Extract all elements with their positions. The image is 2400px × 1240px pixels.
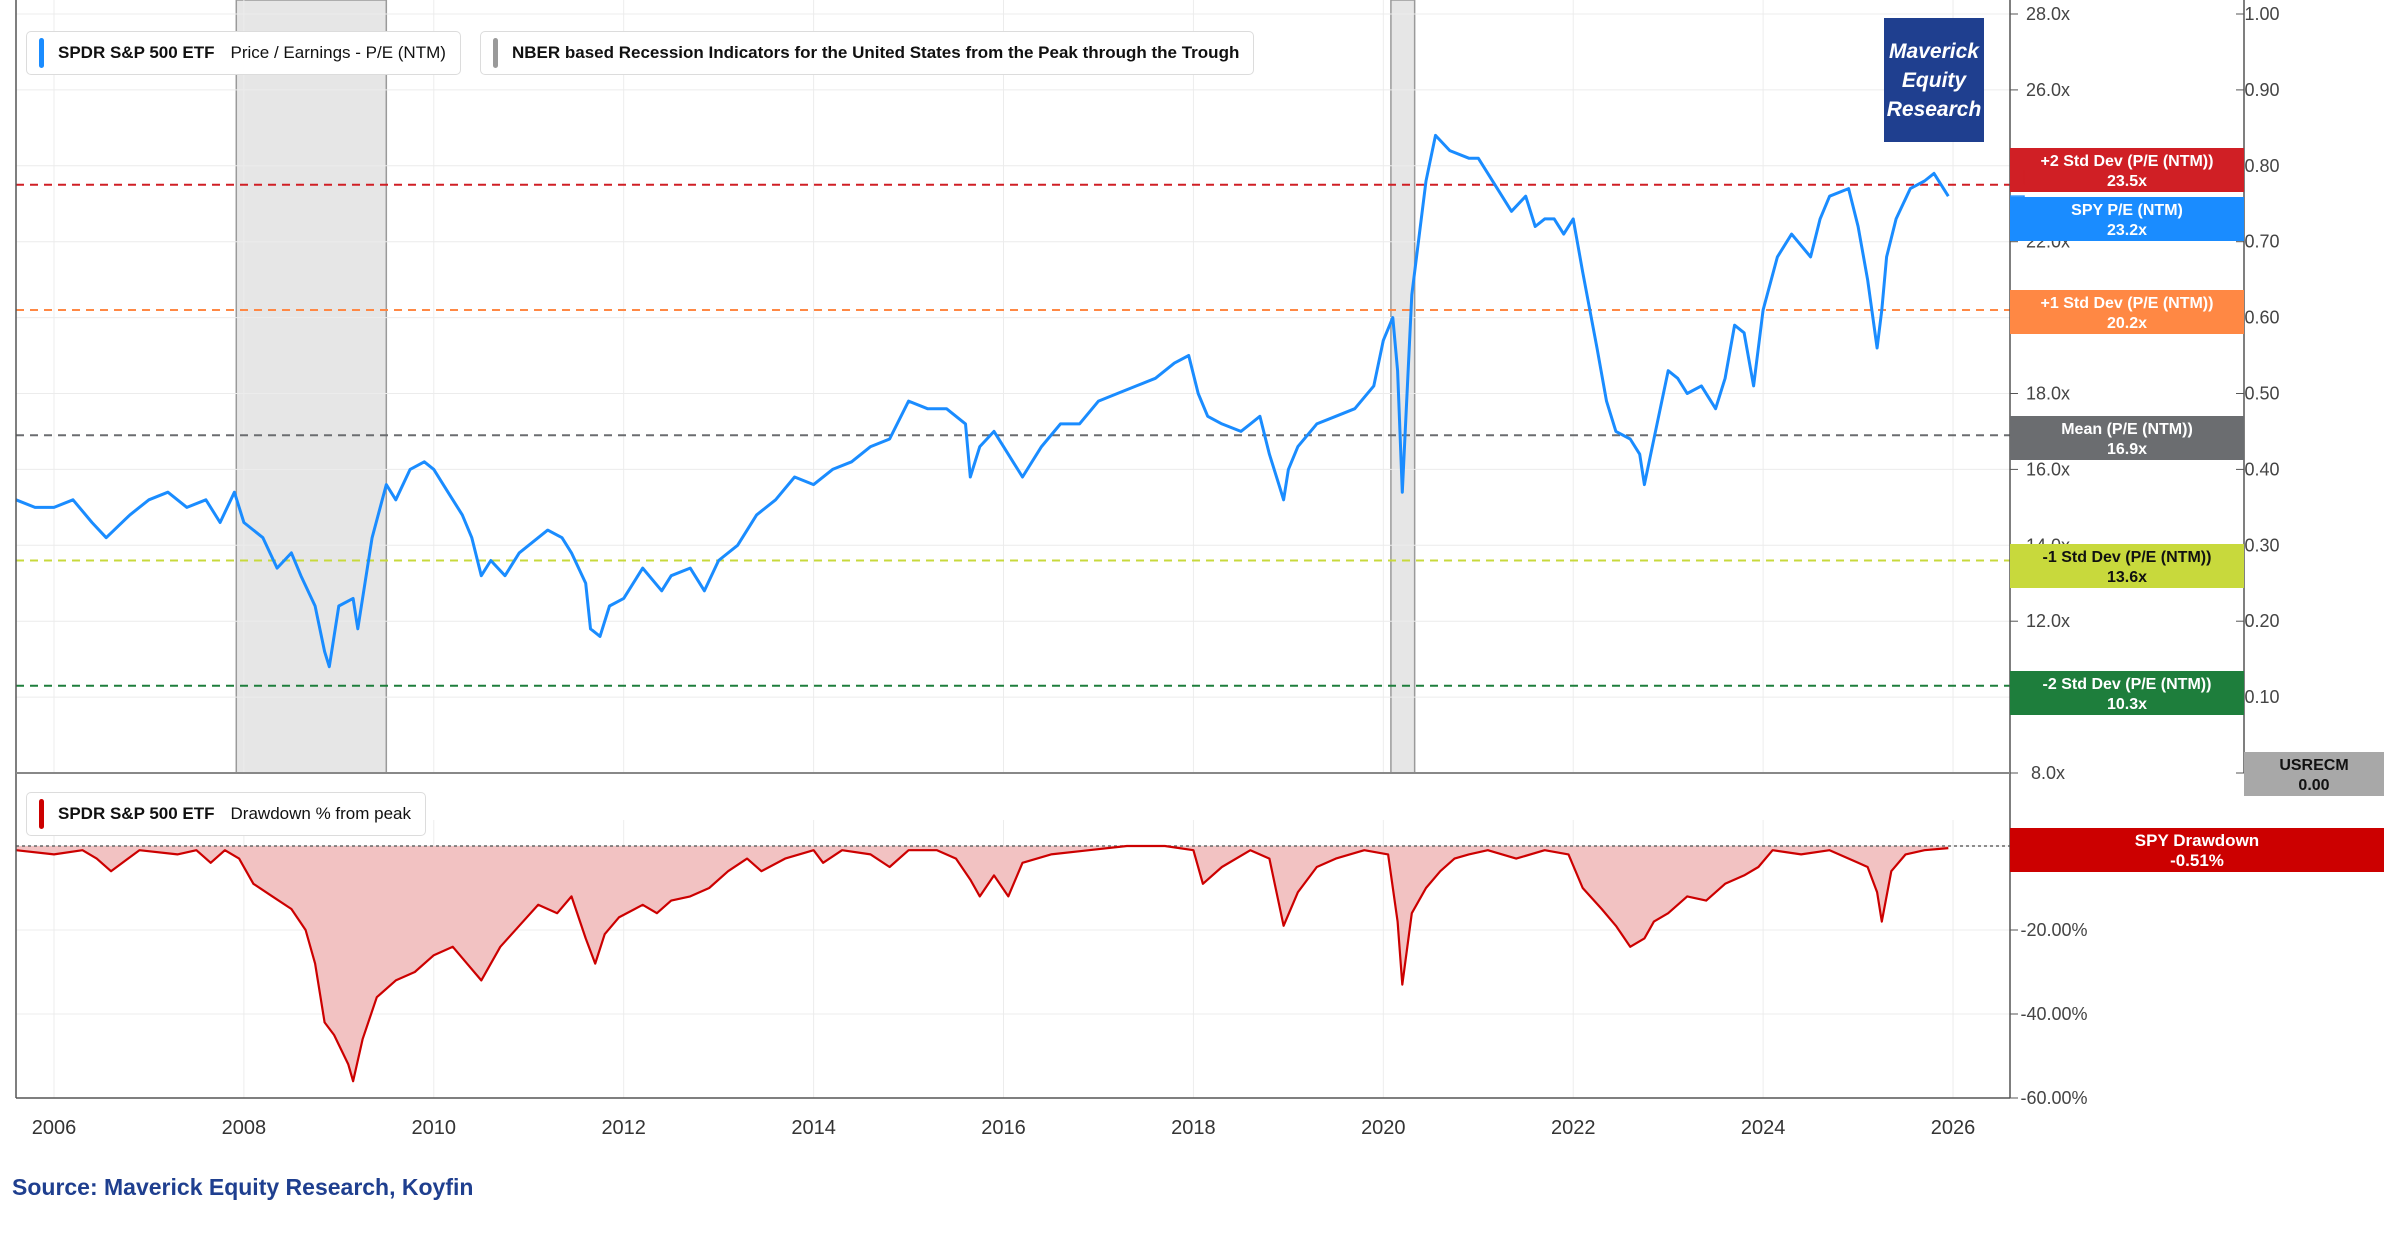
badge-name-1: SPY P/E (NTM) xyxy=(2071,202,2183,219)
plot-frame xyxy=(15,0,2245,1099)
badge-connector-plus2 xyxy=(2010,170,2025,186)
badge-value-0: 23.5x xyxy=(2107,173,2147,190)
dd-y-tick-1: -20.00% xyxy=(2020,920,2087,940)
badge-bg-2 xyxy=(2010,290,2244,334)
pe-legend-swatch xyxy=(39,38,44,68)
usrecm-tick-5: 0.50 xyxy=(2244,384,2279,404)
pe-legend-series: SPDR S&P 500 ETF xyxy=(58,43,215,62)
badge-value-3: 16.9x xyxy=(2107,441,2147,458)
usrecm-badge-bg xyxy=(2244,752,2384,796)
usrecm-tick-6: 0.60 xyxy=(2244,308,2279,328)
badge-bg-4 xyxy=(2010,544,2244,588)
drawdown-legend[interactable]: SPDR S&P 500 ETF Drawdown % from peak xyxy=(26,792,426,836)
badge-value-4: 13.6x xyxy=(2107,569,2147,586)
x-tick-2022: 2022 xyxy=(1551,1117,1596,1139)
usrecm-tick-9: 0.90 xyxy=(2244,80,2279,100)
dd-y-tick-3: -60.00% xyxy=(2020,1088,2087,1108)
badge-bg-1 xyxy=(2010,197,2244,241)
x-tick-2012: 2012 xyxy=(601,1117,646,1139)
maverick-brand-logo: Maverick Equity Research xyxy=(1884,18,1984,142)
pe-legend-metric: Price / Earnings - P/E (NTM) xyxy=(230,43,446,62)
badge-bg-0 xyxy=(2010,148,2244,192)
recession-band-1 xyxy=(1390,0,1416,774)
drawdown-legend-series: SPDR S&P 500 ETF xyxy=(58,804,215,823)
badge-name-3: Mean (P/E (NTM)) xyxy=(2061,421,2193,438)
badge-name-0: +2 Std Dev (P/E (NTM)) xyxy=(2041,153,2214,170)
drawdown-line xyxy=(15,844,1949,1083)
drawdown-badge-value: -0.51% xyxy=(2170,851,2224,870)
x-tick-2016: 2016 xyxy=(981,1117,1026,1139)
drawdown-series xyxy=(15,844,2010,1083)
usrecm-tick-8: 0.80 xyxy=(2244,156,2279,176)
x-tick-2008: 2008 xyxy=(222,1117,267,1139)
drawdown-legend-metric: Drawdown % from peak xyxy=(230,804,411,823)
x-tick-2014: 2014 xyxy=(791,1117,836,1139)
recession-legend-label: NBER based Recession Indicators for the … xyxy=(512,43,1240,62)
usrecm-tick-4: 0.40 xyxy=(2244,459,2279,479)
drawdown-badge-name: SPY Drawdown xyxy=(2135,831,2259,850)
badge-connector-spy xyxy=(2010,195,2025,219)
usrecm-tick-1: 0.10 xyxy=(2244,687,2279,707)
recession-band-0 xyxy=(235,0,388,774)
x-tick-2010: 2010 xyxy=(412,1117,457,1139)
pe-series xyxy=(15,133,1950,669)
badge-value-5: 10.3x xyxy=(2107,696,2147,713)
usrecm-tick-2: 0.20 xyxy=(2244,611,2279,631)
pe-y-tick-2: 12.0x xyxy=(2026,611,2070,631)
pe-y-tick-9: 26.0x xyxy=(2026,80,2070,100)
recession-legend-swatch xyxy=(493,38,498,68)
brand-line-3: Research xyxy=(1886,97,1982,121)
usrecm-tick-3: 0.30 xyxy=(2244,535,2279,555)
x-tick-2018: 2018 xyxy=(1171,1117,1216,1139)
pe-y-tick-4: 16.0x xyxy=(2026,459,2070,479)
badge-bg-5 xyxy=(2010,671,2244,715)
drawdown-badge-bg xyxy=(2010,828,2384,872)
badge-name-4: -1 Std Dev (P/E (NTM)) xyxy=(2043,549,2212,566)
pe-y-tick-5: 18.0x xyxy=(2026,384,2070,404)
badge-value-2: 20.2x xyxy=(2107,315,2147,332)
pe-y-tick-10: 28.0x xyxy=(2026,4,2070,24)
x-tick-2024: 2024 xyxy=(1741,1117,1786,1139)
usrecm-tick-7: 0.70 xyxy=(2244,232,2279,252)
badge-name-2: +1 Std Dev (P/E (NTM)) xyxy=(2041,295,2214,312)
x-tick-2026: 2026 xyxy=(1931,1117,1976,1139)
pe-y-tick-0: 8.0x xyxy=(2031,763,2065,783)
pe-legend[interactable]: SPDR S&P 500 ETF Price / Earnings - P/E … xyxy=(26,31,461,75)
badge-name-5: -2 Std Dev (P/E (NTM)) xyxy=(2043,676,2212,693)
brand-line-2: Equity xyxy=(1901,68,1967,92)
badge-bg-3 xyxy=(2010,416,2244,460)
badge-value-1: 23.2x xyxy=(2107,222,2147,239)
recession-legend[interactable]: NBER based Recession Indicators for the … xyxy=(480,31,1255,75)
recession-shading-layer xyxy=(235,0,1416,774)
std-dev-reference-lines xyxy=(16,183,2010,687)
usrecm-tick-10: 1.00 xyxy=(2244,4,2279,24)
drawdown-area xyxy=(16,846,1949,1082)
brand-line-1: Maverick xyxy=(1889,39,1979,63)
drawdown-legend-swatch xyxy=(39,799,44,829)
dd-y-tick-2: -40.00% xyxy=(2020,1004,2087,1024)
value-badges: +2 Std Dev (P/E (NTM)) 23.5x SPY P/E (NTM)… xyxy=(2010,148,2384,872)
source-caption: Source: Maverick Equity Research, Koyfin xyxy=(12,1174,474,1200)
x-tick-2006: 2006 xyxy=(32,1117,77,1139)
x-tick-2020: 2020 xyxy=(1361,1117,1406,1139)
usrecm-badge-value: 0.00 xyxy=(2298,777,2329,794)
usrecm-badge-name: USRECM xyxy=(2279,757,2348,774)
